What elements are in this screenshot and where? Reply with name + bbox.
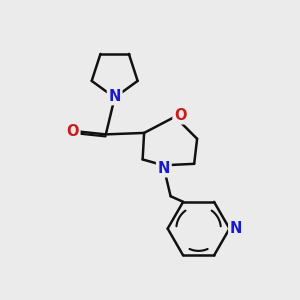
Text: O: O (66, 124, 79, 139)
Text: O: O (174, 108, 187, 123)
Text: N: N (109, 88, 121, 104)
Text: N: N (158, 161, 170, 176)
Text: N: N (230, 221, 242, 236)
